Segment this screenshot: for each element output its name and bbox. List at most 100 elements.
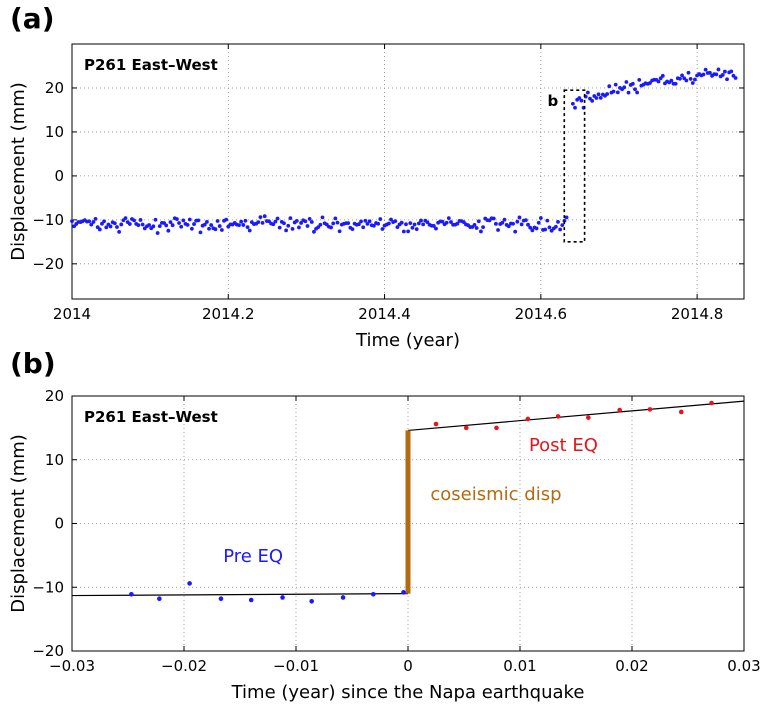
- data-point: [153, 217, 158, 222]
- x-tick-label: 2014.6: [515, 305, 568, 323]
- data-point: [714, 72, 719, 77]
- x-axis-label: Time (year): [355, 330, 460, 351]
- x-tick-label: 2014.2: [202, 305, 255, 323]
- series-points: [70, 67, 738, 235]
- data-point: [359, 219, 363, 224]
- data-point: [179, 224, 184, 229]
- data-point: [288, 216, 293, 221]
- coseismic-label: coseismic disp: [430, 484, 561, 505]
- data-point: [647, 407, 653, 412]
- data-point: [290, 227, 295, 231]
- data-point: [449, 220, 453, 224]
- data-point: [523, 218, 528, 223]
- data-point: [380, 227, 385, 231]
- data-point: [421, 222, 426, 227]
- data-point: [684, 78, 689, 83]
- data-point: [594, 96, 599, 100]
- y-tick-label: −10: [32, 578, 64, 596]
- data-point: [89, 222, 94, 227]
- data-point: [536, 220, 541, 225]
- station-label: P261 East–West: [84, 408, 218, 426]
- data-point: [196, 218, 201, 223]
- y-tick-label: 0: [54, 167, 64, 185]
- data-point: [433, 421, 439, 427]
- data-point: [350, 227, 355, 231]
- data-point: [187, 581, 192, 586]
- data-point: [693, 77, 697, 82]
- data-point: [617, 407, 622, 413]
- data-point: [157, 596, 162, 602]
- data-point: [309, 598, 314, 604]
- data-point: [209, 223, 214, 227]
- data-point: [444, 220, 449, 225]
- y-tick-label: 20: [45, 79, 64, 97]
- x-tick-label: 0.02: [615, 657, 648, 675]
- chart-b: −0.03 −0.02 −0.01 0 0.01 0.02 0.03 −20 −10 0 10 20 T…: [8, 387, 761, 703]
- data-point: [680, 73, 684, 78]
- data-point: [247, 228, 252, 233]
- data-point: [455, 221, 460, 226]
- y-tick-label: −10: [32, 211, 64, 229]
- x-tick-label: 2014: [53, 305, 91, 323]
- data-point: [660, 73, 665, 78]
- data-point: [556, 219, 560, 224]
- data-point: [716, 67, 721, 72]
- data-point: [115, 225, 119, 229]
- data-point: [530, 228, 535, 233]
- data-point: [525, 416, 531, 422]
- data-point: [412, 222, 417, 227]
- data-point: [494, 425, 499, 431]
- data-point: [624, 80, 629, 84]
- data-point: [534, 226, 539, 231]
- data-point: [586, 415, 591, 420]
- data-point: [219, 228, 224, 232]
- y-tick-label: 10: [45, 451, 64, 469]
- data-point: [406, 229, 411, 234]
- data-point: [515, 219, 520, 224]
- data-point: [189, 226, 194, 231]
- data-point: [701, 72, 706, 77]
- data-point: [389, 217, 393, 222]
- data-point: [213, 227, 218, 232]
- data-point: [168, 220, 173, 224]
- data-point: [585, 90, 590, 95]
- data-point: [170, 223, 175, 228]
- data-point: [337, 229, 342, 234]
- data-point: [215, 219, 220, 223]
- data-point: [119, 222, 124, 227]
- data-point: [112, 221, 117, 226]
- data-point: [367, 219, 372, 224]
- post-eq-label: Post EQ: [529, 435, 598, 456]
- data-point: [284, 228, 289, 233]
- data-point: [331, 221, 336, 226]
- data-point: [648, 81, 652, 85]
- chart-a: 2014 2014.2 2014.4 2014.6 2014.8 −20 −10 0 10 20 T…: [8, 43, 745, 351]
- data-point: [241, 223, 246, 227]
- data-point: [678, 76, 682, 81]
- data-point: [297, 225, 301, 230]
- x-tick-label: −0.01: [273, 657, 319, 675]
- data-point: [335, 220, 340, 225]
- data-point: [502, 217, 507, 222]
- data-point: [579, 98, 584, 103]
- data-point: [605, 92, 610, 96]
- data-point: [361, 225, 366, 230]
- data-point: [271, 222, 276, 227]
- data-point: [102, 219, 107, 224]
- data-point: [282, 221, 286, 226]
- data-point: [305, 224, 310, 228]
- y-axis-label: Displacement (mm): [8, 434, 29, 613]
- data-point: [157, 224, 162, 229]
- pre-eq-label: Pre EQ: [223, 546, 283, 567]
- data-point: [590, 98, 595, 103]
- data-point: [117, 229, 122, 234]
- data-point: [511, 221, 515, 226]
- inset-box-label: b: [548, 92, 559, 110]
- data-point: [155, 231, 160, 235]
- data-point: [97, 227, 102, 232]
- data-point: [513, 229, 518, 234]
- data-point: [329, 225, 333, 230]
- data-point: [140, 222, 145, 227]
- data-point: [573, 105, 577, 110]
- data-point: [237, 223, 241, 228]
